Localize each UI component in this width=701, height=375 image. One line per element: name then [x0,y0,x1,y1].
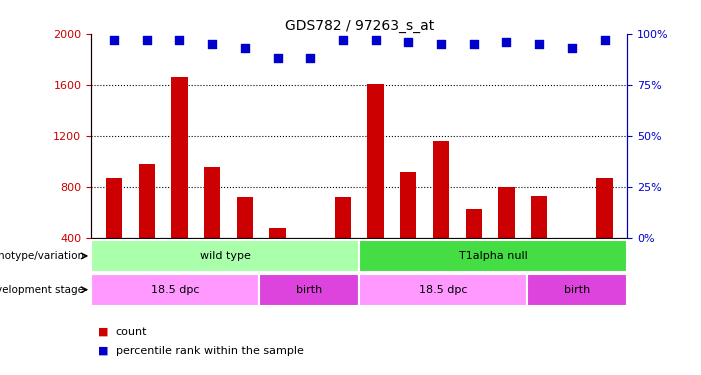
Text: T1alpha null: T1alpha null [459,251,528,261]
Bar [269,228,286,238]
Bar [139,164,155,238]
Bar [359,240,627,272]
Title: GDS782 / 97263_s_at: GDS782 / 97263_s_at [285,19,434,33]
Text: wild type: wild type [200,251,251,261]
Point [207,41,218,47]
Bar [367,84,383,238]
Point [402,39,414,45]
Bar [564,238,580,242]
Bar [527,274,627,306]
Point [141,37,152,43]
Point [533,41,545,47]
Bar [171,77,188,238]
Point [337,37,348,43]
Text: 18.5 dpc: 18.5 dpc [418,285,468,295]
Bar [335,197,351,238]
Text: ■: ■ [98,346,109,355]
Point [239,45,250,51]
Text: genotype/variation: genotype/variation [0,251,84,261]
Bar [465,209,482,238]
Point [174,37,185,43]
Bar [204,166,220,238]
Point [566,45,578,51]
Text: ■: ■ [98,327,109,337]
Text: development stage: development stage [0,285,84,295]
Point [272,55,283,61]
Text: birth: birth [296,285,322,295]
Point [599,37,610,43]
Bar [597,178,613,238]
Text: percentile rank within the sample: percentile rank within the sample [116,346,304,355]
Bar [400,172,416,238]
Bar [359,274,527,306]
Bar [237,197,253,238]
Bar [91,274,259,306]
Bar [106,178,122,238]
Text: birth: birth [564,285,590,295]
Bar [498,187,515,238]
Point [501,39,512,45]
Point [435,41,447,47]
Point [468,41,479,47]
Bar [531,196,547,238]
Point [305,55,316,61]
Bar [433,141,449,238]
Bar [259,274,359,306]
Point [370,37,381,43]
Bar [302,238,318,242]
Text: count: count [116,327,147,337]
Text: 18.5 dpc: 18.5 dpc [151,285,199,295]
Point [109,37,120,43]
Bar [91,240,359,272]
